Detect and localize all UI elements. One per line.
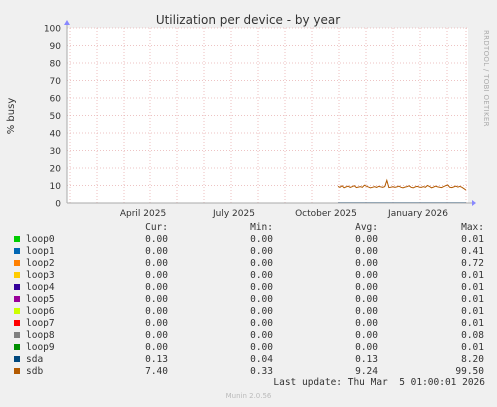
y-tick-label: 20 bbox=[50, 165, 62, 175]
y-tick-label: 0 bbox=[55, 200, 61, 210]
series-line-sdb bbox=[337, 178, 467, 191]
grid bbox=[67, 27, 468, 203]
y-tick-label: 70 bbox=[50, 77, 62, 87]
x-tick-label: January 2026 bbox=[387, 209, 448, 219]
y-axis-arrow-icon bbox=[64, 20, 70, 25]
y-tick-label: 40 bbox=[50, 130, 62, 140]
x-ticks: April 2025 July 2025 October 2025 January 2… bbox=[120, 209, 448, 219]
munin-version: Munin 2.0.56 bbox=[225, 392, 272, 400]
y-tick-label: 60 bbox=[50, 95, 62, 105]
axes bbox=[64, 20, 476, 206]
y-tick-label: 50 bbox=[50, 112, 62, 122]
x-tick-label: April 2025 bbox=[120, 209, 166, 219]
x-axis-arrow-icon bbox=[472, 200, 476, 206]
y-tick-label: 90 bbox=[50, 42, 62, 52]
y-tick-label: 10 bbox=[50, 182, 62, 192]
y-tick-label: 100 bbox=[44, 25, 61, 35]
y-axis-label: % busy bbox=[6, 98, 17, 135]
last-update: Last update: Thu Mar 5 01:00:01 2026 bbox=[273, 377, 485, 388]
chart-title: Utilization per device - by year bbox=[156, 13, 340, 27]
rrdtool-credit: RRDTOOL / TOBI OETIKER bbox=[482, 30, 490, 127]
y-tick-label: 80 bbox=[50, 60, 62, 70]
x-tick-label: October 2025 bbox=[295, 209, 357, 219]
y-ticks: 0 10 20 30 40 50 60 70 80 90 100 bbox=[44, 25, 61, 210]
y-tick-label: 30 bbox=[50, 147, 62, 157]
x-tick-label: July 2025 bbox=[212, 209, 255, 219]
